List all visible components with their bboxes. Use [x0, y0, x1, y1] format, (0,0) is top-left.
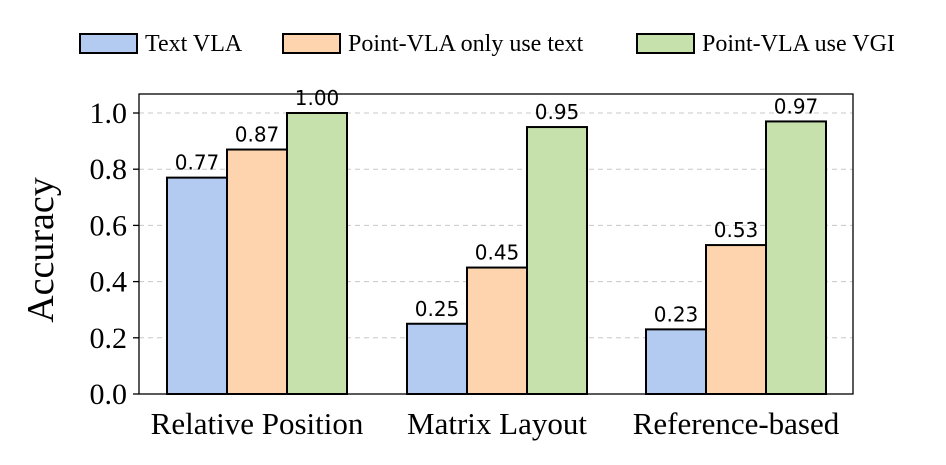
- bar: [406, 322, 468, 395]
- legend-label: Point-VLA only use text: [348, 31, 584, 57]
- bar: [705, 244, 767, 395]
- bar: [166, 176, 228, 395]
- legend: Text VLA Point-VLA only use text Point-VLA…: [79, 31, 895, 57]
- legend-item: Point-VLA use VGI: [636, 31, 895, 57]
- bar: [765, 120, 827, 396]
- bars: [166, 112, 827, 396]
- bar: [226, 148, 288, 395]
- legend-swatch: [79, 33, 138, 54]
- bar-value-label: 0.45: [475, 241, 520, 265]
- y-tick-label: 1.0: [90, 97, 128, 130]
- bar-value-label: 0.87: [235, 123, 280, 147]
- bar-value-label: 0.25: [415, 297, 460, 321]
- value-labels: 0.77 0.87 1.00 0.25 0.45 0.95 0.23 0.53 0.97: [175, 86, 819, 326]
- x-axis-ticks: Relative Position Matrix Layout Reference-…: [151, 406, 840, 441]
- plot-frame: [138, 93, 854, 395]
- legend-swatch: [282, 33, 341, 54]
- bar-value-label: 0.95: [535, 100, 580, 124]
- legend-swatch: [636, 33, 695, 54]
- legend-item: Text VLA: [79, 31, 243, 57]
- y-tick-label: 0.4: [90, 266, 128, 299]
- bar-value-label: 0.53: [714, 218, 759, 242]
- y-axis-title: Accuracy: [20, 177, 62, 323]
- bar: [645, 328, 707, 395]
- y-tick-label: 0.6: [90, 209, 128, 242]
- y-tick-label: 0.8: [90, 153, 128, 186]
- legend-item: Point-VLA only use text: [282, 31, 584, 57]
- bar-value-label: 0.97: [774, 94, 819, 118]
- bar: [286, 112, 348, 395]
- bar-value-label: 1.00: [295, 86, 340, 110]
- y-axis-ticks: 0.0 0.2 0.4 0.6 0.8 1.0: [90, 97, 139, 411]
- bar-value-label: 0.77: [175, 151, 220, 175]
- x-tick-label: Relative Position: [151, 406, 364, 441]
- legend-label: Text VLA: [145, 31, 243, 57]
- bar: [466, 266, 528, 395]
- y-tick-label: 0.0: [90, 378, 128, 411]
- bar: [526, 126, 588, 396]
- x-tick-label: Matrix Layout: [407, 406, 587, 441]
- y-tick-label: 0.2: [90, 322, 128, 355]
- bar-value-label: 0.23: [654, 302, 699, 326]
- legend-label: Point-VLA use VGI: [702, 31, 895, 57]
- x-tick-label: Reference-based: [633, 406, 840, 441]
